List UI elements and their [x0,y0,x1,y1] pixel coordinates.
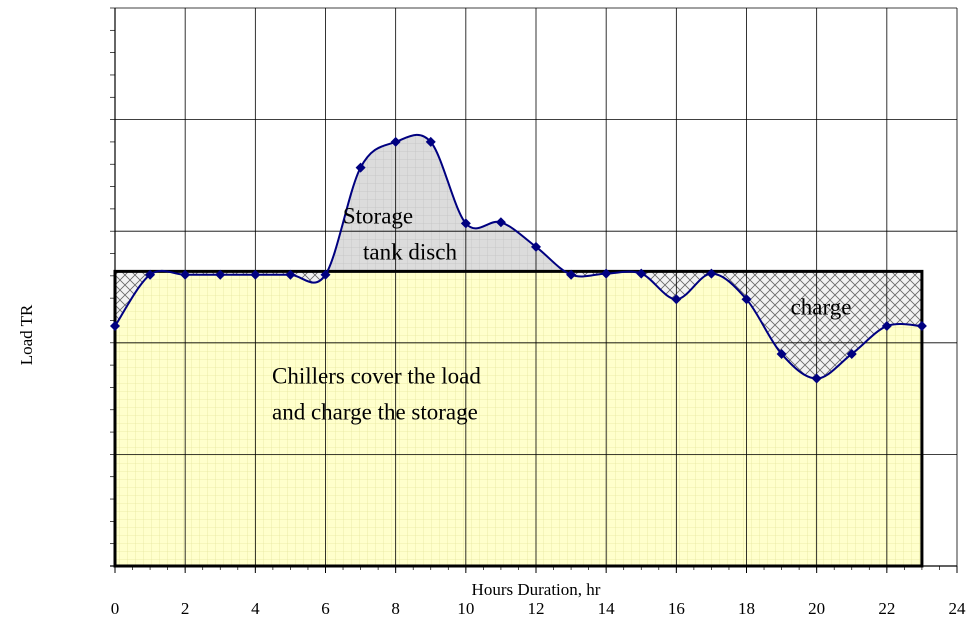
x-axis-label: Hours Duration, hr [472,580,601,599]
annotation: tank disch [363,239,457,264]
chiller-border [113,269,924,568]
x-tick-label: 6 [321,599,330,618]
x-tick-label: 16 [668,599,685,618]
marker [776,348,787,359]
x-tick-label: 24 [949,599,967,618]
y-axis-label: Load TR [17,304,36,365]
marker [390,136,401,147]
marker [741,294,752,305]
marker [110,321,120,332]
annotation: and charge the storage [272,399,478,424]
discharge-area-grid [157,134,565,272]
marker [846,348,857,359]
x-tick-label: 20 [808,599,825,618]
marker [495,217,506,228]
x-tick-label: 4 [251,599,260,618]
marker [355,162,366,173]
marker [320,269,331,280]
marker [180,269,191,280]
annotation: Storage [343,203,413,228]
x-tick-label: 2 [181,599,190,618]
marker [285,269,296,280]
x-tick-label: 18 [738,599,755,618]
marker [636,268,647,279]
x-tick-label: 10 [457,599,474,618]
marker [671,294,682,305]
annotation: Chillers cover the load [272,363,481,388]
x-tick-label: 14 [598,599,616,618]
marker [601,268,612,279]
marker [566,269,577,280]
marker [881,321,892,332]
x-tick-label: 22 [878,599,895,618]
annotation: charge [791,294,852,319]
marker [706,268,717,279]
marker [250,269,261,280]
marker [531,241,541,252]
marker [215,269,226,280]
x-tick-label: 8 [391,599,400,618]
x-tick-label: 0 [111,599,120,618]
marker [811,373,822,384]
plot: 0 2 4 6 8 10 12 14 16 18 20 22 24 [110,7,967,618]
marker [425,136,436,147]
charge-area-hatch [115,271,922,379]
marker [916,321,927,332]
marker [460,218,471,229]
marker [145,269,156,280]
x-tick-label: 12 [528,599,545,618]
